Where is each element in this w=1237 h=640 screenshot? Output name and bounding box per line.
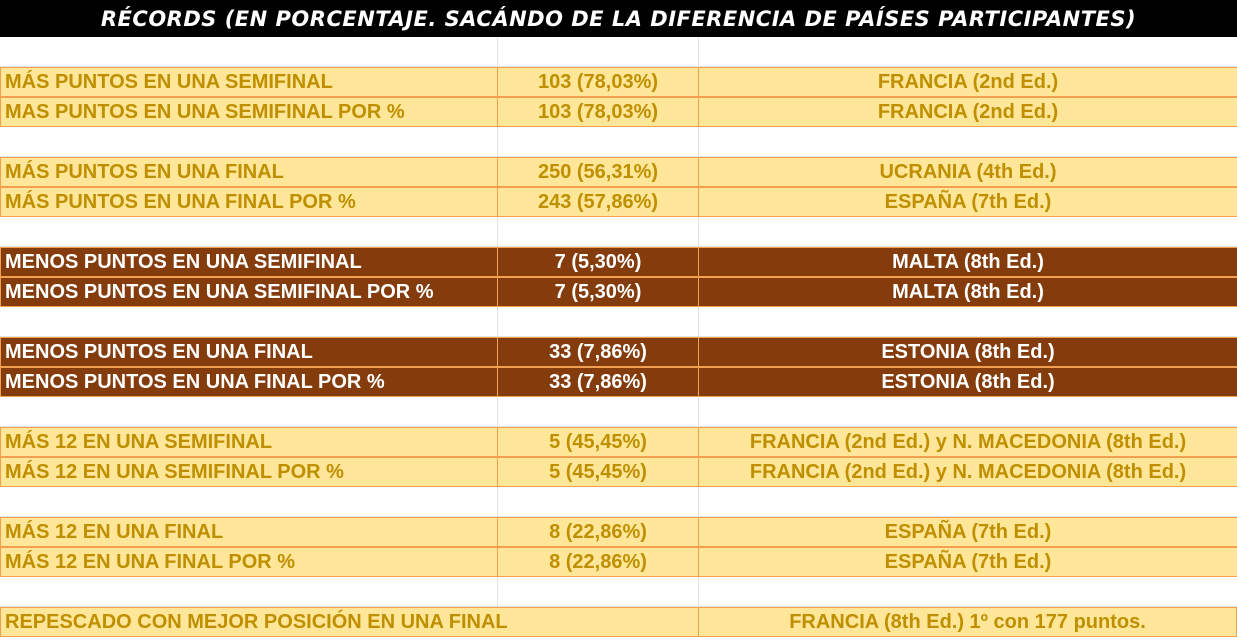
- grid-line: [497, 307, 498, 336]
- table-cell: 5 (45,45%): [497, 427, 699, 457]
- table-cell: MENOS PUNTOS EN UNA SEMIFINAL: [0, 247, 498, 277]
- table-cell: UCRANIA (4th Ed.): [698, 157, 1237, 187]
- table-cell: FRANCIA (2nd Ed.) y N. MACEDONIA (8th Ed…: [698, 427, 1237, 457]
- table-cell: FRANCIA (2nd Ed.): [698, 67, 1237, 97]
- empty-row: [0, 577, 1237, 607]
- table-cell: 103 (78,03%): [497, 97, 699, 127]
- table-cell: ESPAÑA (7th Ed.): [698, 517, 1237, 547]
- table-cell: FRANCIA (2nd Ed.): [698, 97, 1237, 127]
- table-cell: REPESCADO CON MEJOR POSICIÓN EN UNA FINA…: [0, 607, 699, 637]
- grid-line: [698, 307, 699, 336]
- table-cell: ESTONIA (8th Ed.): [698, 367, 1237, 397]
- empty-row: [0, 217, 1237, 247]
- table-cell: 7 (5,30%): [497, 277, 699, 307]
- empty-row: [0, 127, 1237, 157]
- table-cell: MENOS PUNTOS EN UNA FINAL: [0, 337, 498, 367]
- table-cell: 5 (45,45%): [497, 457, 699, 487]
- table-cell: 103 (78,03%): [497, 67, 699, 97]
- grid-line: [497, 217, 498, 246]
- empty-row: [0, 397, 1237, 427]
- grid-line: [698, 217, 699, 246]
- table-cell: MÁS 12 EN UNA FINAL POR %: [0, 547, 498, 577]
- empty-row: [0, 37, 1237, 67]
- table-cell: MALTA (8th Ed.): [698, 247, 1237, 277]
- table-cell: ESPAÑA (7th Ed.): [698, 547, 1237, 577]
- table-cell: 33 (7,86%): [497, 337, 699, 367]
- title-bar: Récords (en porcentaje. Sacándo de la di…: [0, 0, 1237, 37]
- grid-line: [497, 487, 498, 516]
- table-cell: MAS PUNTOS EN UNA SEMIFINAL POR %: [0, 97, 498, 127]
- table-cell: MÁS 12 EN UNA SEMIFINAL POR %: [0, 457, 498, 487]
- table-cell: MÁS PUNTOS EN UNA SEMIFINAL: [0, 67, 498, 97]
- grid-line: [698, 487, 699, 516]
- table-cell: 8 (22,86%): [497, 517, 699, 547]
- table-cell: MÁS 12 EN UNA FINAL: [0, 517, 498, 547]
- table-cell: ESTONIA (8th Ed.): [698, 337, 1237, 367]
- table-cell: MÁS PUNTOS EN UNA FINAL: [0, 157, 498, 187]
- table-cell: 33 (7,86%): [497, 367, 699, 397]
- grid-line: [497, 37, 498, 66]
- table-cell: 243 (57,86%): [497, 187, 699, 217]
- table-cell: MALTA (8th Ed.): [698, 277, 1237, 307]
- table-cell: MENOS PUNTOS EN UNA FINAL POR %: [0, 367, 498, 397]
- table-cell: MENOS PUNTOS EN UNA SEMIFINAL POR %: [0, 277, 498, 307]
- table-cell: 7 (5,30%): [497, 247, 699, 277]
- table-cell: MÁS 12 EN UNA SEMIFINAL: [0, 427, 498, 457]
- table-cell: 8 (22,86%): [497, 547, 699, 577]
- table-cell: ESPAÑA (7th Ed.): [698, 187, 1237, 217]
- table-cell: MÁS PUNTOS EN UNA FINAL POR %: [0, 187, 498, 217]
- table-cell: 250 (56,31%): [497, 157, 699, 187]
- empty-row: [0, 307, 1237, 337]
- grid-line: [698, 397, 699, 426]
- table-cell: FRANCIA (2nd Ed.) y N. MACEDONIA (8th Ed…: [698, 457, 1237, 487]
- grid-line: [698, 127, 699, 156]
- grid-line: [497, 127, 498, 156]
- empty-row: [0, 487, 1237, 517]
- grid-line: [497, 397, 498, 426]
- grid-line: [497, 577, 498, 606]
- table-cell: FRANCIA (8th Ed.) 1º con 177 puntos.: [698, 607, 1237, 637]
- grid-line: [698, 37, 699, 66]
- grid-line: [698, 577, 699, 606]
